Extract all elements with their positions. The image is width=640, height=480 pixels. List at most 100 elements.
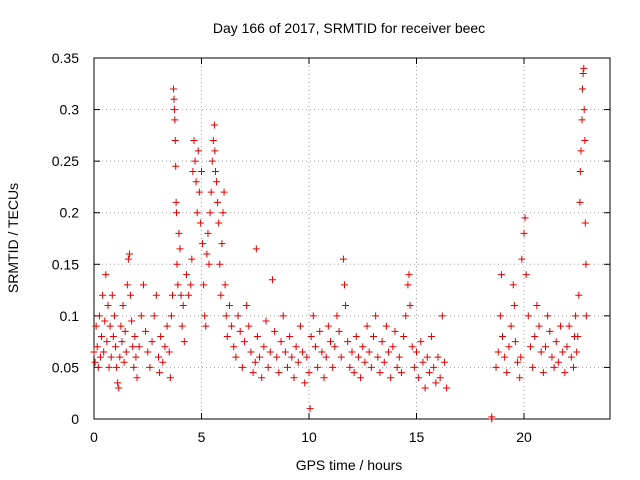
- data-point: [159, 358, 167, 366]
- data-point: [417, 338, 425, 346]
- data-point: [380, 358, 388, 366]
- data-point: [189, 167, 197, 175]
- data-point: [579, 69, 587, 77]
- data-point: [118, 338, 126, 346]
- data-point: [391, 327, 399, 335]
- data-point: [195, 188, 203, 196]
- data-point: [174, 281, 182, 289]
- data-point: [550, 363, 558, 371]
- data-point: [100, 348, 108, 356]
- data-point: [529, 363, 537, 371]
- data-point: [333, 312, 341, 320]
- data-point: [346, 363, 354, 371]
- data-point: [114, 379, 122, 387]
- data-point: [316, 327, 324, 335]
- y-tick-label: 0.25: [52, 153, 79, 169]
- data-point: [108, 291, 116, 299]
- data-point: [124, 255, 132, 263]
- data-point: [187, 281, 195, 289]
- data-point: [180, 338, 188, 346]
- data-point: [306, 405, 314, 413]
- data-point: [172, 162, 180, 170]
- data-point: [165, 348, 173, 356]
- data-point: [363, 322, 371, 330]
- data-point: [232, 353, 240, 361]
- data-point: [352, 332, 360, 340]
- data-point: [327, 338, 334, 346]
- data-point: [539, 369, 547, 377]
- data-point: [219, 209, 227, 217]
- data-point: [494, 348, 502, 356]
- data-point: [496, 312, 504, 320]
- data-point: [309, 312, 317, 320]
- data-point: [252, 245, 260, 253]
- data-point: [266, 348, 274, 356]
- data-point: [228, 322, 236, 330]
- x-tick-label: 20: [516, 429, 532, 445]
- data-point: [572, 312, 580, 320]
- x-tick-label: 15: [409, 429, 425, 445]
- data-point: [404, 281, 412, 289]
- data-point: [443, 384, 451, 392]
- data-point: [170, 106, 178, 114]
- data-point: [253, 332, 261, 340]
- data-point: [581, 219, 589, 227]
- data-point: [203, 250, 211, 258]
- data-point: [372, 312, 380, 320]
- data-point: [436, 374, 444, 382]
- data-point: [582, 260, 590, 268]
- data-point: [348, 348, 356, 356]
- data-point: [230, 343, 238, 351]
- data-point: [511, 338, 519, 346]
- data-point: [393, 363, 401, 371]
- data-point: [531, 332, 539, 340]
- data-point: [580, 64, 588, 72]
- data-point: [548, 353, 556, 361]
- data-point: [103, 338, 111, 346]
- data-point: [216, 260, 224, 268]
- data-point: [101, 317, 109, 325]
- data-point: [578, 116, 586, 124]
- data-point: [318, 348, 326, 356]
- data-point: [335, 327, 343, 335]
- data-point: [389, 343, 397, 351]
- data-point: [492, 363, 500, 371]
- x-axis: 0 5 10 15 20: [90, 58, 532, 445]
- data-point: [402, 312, 410, 320]
- data-point: [576, 198, 584, 206]
- data-point: [505, 343, 513, 351]
- data-point: [156, 369, 164, 377]
- data-point: [137, 312, 145, 320]
- data-point: [251, 358, 259, 366]
- data-point: [552, 338, 560, 346]
- data-point: [581, 137, 589, 145]
- x-tick-label: 10: [301, 429, 317, 445]
- data-point: [314, 363, 322, 371]
- data-point: [194, 147, 202, 155]
- data-point: [284, 363, 291, 371]
- data-point: [382, 322, 390, 330]
- data-point: [209, 137, 217, 145]
- data-point: [130, 363, 138, 371]
- data-point: [177, 291, 185, 299]
- data-point: [575, 291, 583, 299]
- data-point: [311, 343, 319, 351]
- data-point: [264, 363, 272, 371]
- y-tick-label: 0.35: [52, 50, 79, 66]
- data-point: [576, 167, 584, 175]
- data-point: [105, 363, 113, 371]
- data-point: [533, 302, 541, 310]
- data-point: [385, 348, 393, 356]
- data-point: [173, 260, 181, 268]
- data-point: [521, 214, 529, 222]
- data-point: [303, 353, 311, 361]
- data-point: [563, 343, 571, 351]
- data-point: [225, 302, 233, 310]
- data-point: [339, 255, 347, 263]
- data-point: [503, 369, 511, 377]
- data-point: [279, 312, 287, 320]
- data-point: [204, 229, 212, 237]
- data-point: [258, 374, 266, 382]
- data-point: [133, 374, 141, 382]
- data-point: [199, 240, 207, 248]
